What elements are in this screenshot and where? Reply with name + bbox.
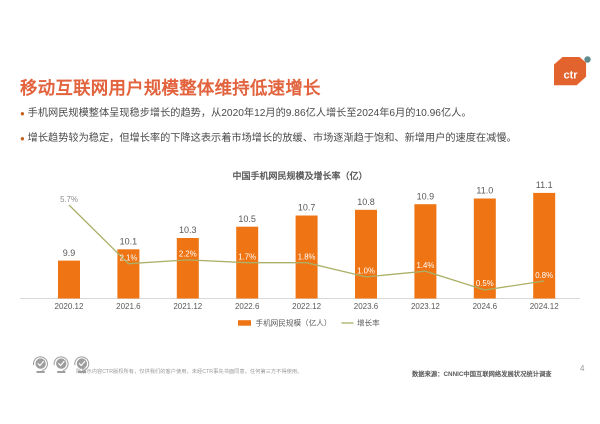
- svg-text:2023.12: 2023.12: [411, 302, 440, 311]
- svg-text:2024.12: 2024.12: [530, 302, 559, 311]
- svg-text:10.7: 10.7: [298, 203, 316, 213]
- svg-text:10.8: 10.8: [357, 197, 375, 207]
- svg-text:手机网民规模（亿人）: 手机网民规模（亿人）: [256, 317, 332, 327]
- svg-text:9.9: 9.9: [63, 248, 76, 258]
- svg-text:10.9: 10.9: [417, 191, 435, 201]
- svg-text:11.0: 11.0: [476, 186, 493, 196]
- svg-text:0.5%: 0.5%: [476, 279, 494, 288]
- svg-text:11.1: 11.1: [536, 180, 553, 190]
- svg-text:10.5: 10.5: [238, 214, 256, 224]
- svg-text:2.2%: 2.2%: [179, 250, 197, 259]
- svg-text:增长率: 增长率: [357, 317, 380, 327]
- svg-text:2.1%: 2.1%: [120, 254, 138, 263]
- svg-text:1.4%: 1.4%: [417, 261, 435, 270]
- svg-text:5.7%: 5.7%: [60, 195, 78, 204]
- svg-text:2022.6: 2022.6: [235, 302, 260, 311]
- svg-text:2020.12: 2020.12: [55, 302, 84, 311]
- svg-text:1.8%: 1.8%: [298, 253, 316, 262]
- svg-text:2022.12: 2022.12: [292, 302, 321, 311]
- svg-text:10.3: 10.3: [179, 225, 197, 235]
- svg-text:2024.6: 2024.6: [473, 302, 498, 311]
- svg-text:2023.6: 2023.6: [354, 302, 379, 311]
- svg-text:2021.6: 2021.6: [116, 302, 141, 311]
- svg-text:10.1: 10.1: [120, 237, 138, 247]
- svg-text:2021.12: 2021.12: [173, 302, 202, 311]
- svg-text:1.7%: 1.7%: [238, 253, 256, 262]
- svg-text:0.8%: 0.8%: [535, 271, 553, 280]
- svg-text:1.0%: 1.0%: [357, 267, 375, 276]
